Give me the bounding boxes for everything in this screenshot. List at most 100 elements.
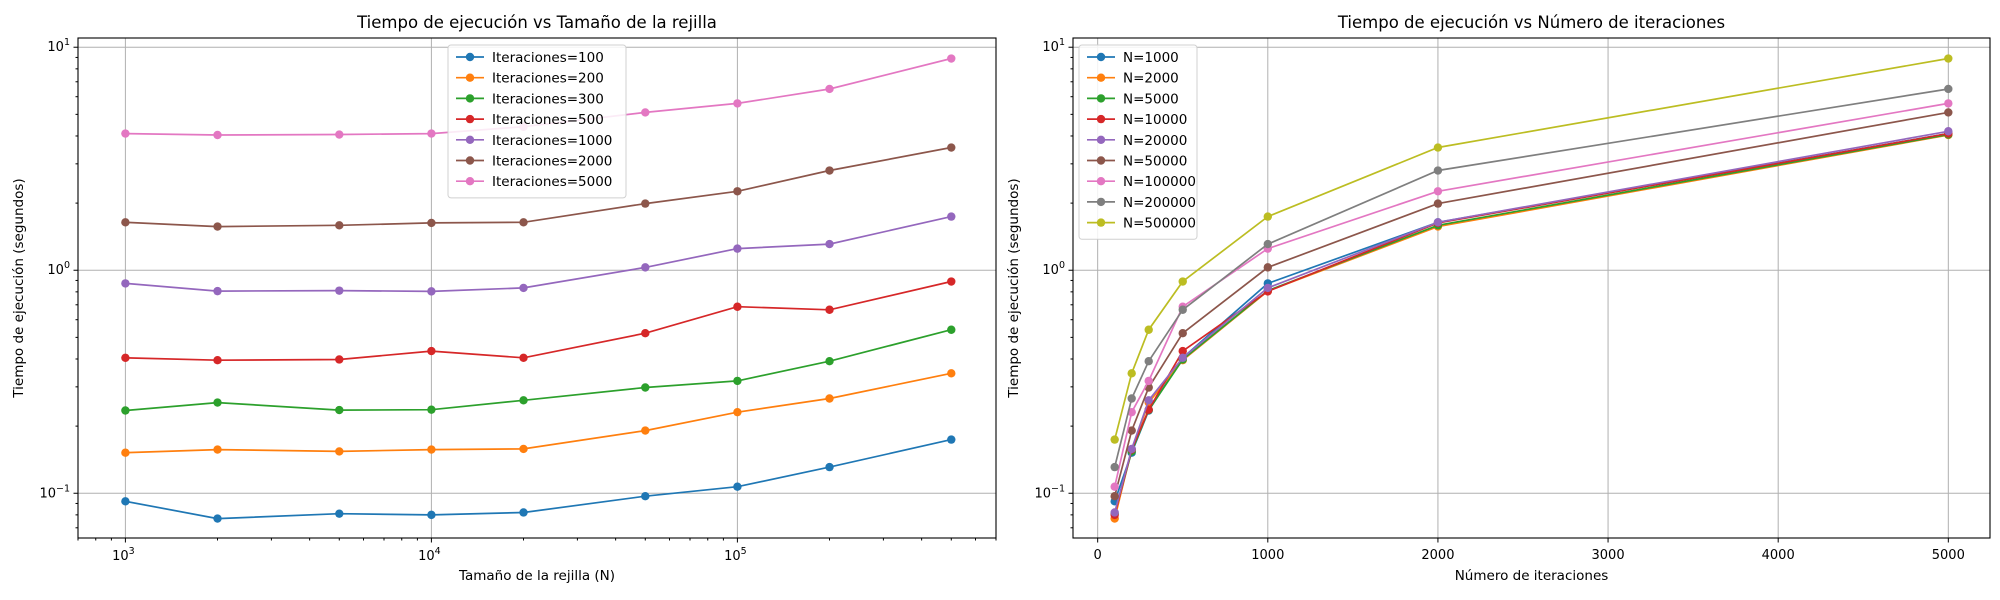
y-tick-label: 101 — [47, 37, 70, 55]
x-tick-label-exp: 5 — [741, 546, 747, 557]
data-point — [1127, 444, 1136, 454]
y-tick-label: 100 — [47, 260, 70, 278]
legend-item: Iteraciones=100 — [456, 50, 604, 66]
data-point — [1433, 199, 1443, 208]
data-point — [121, 279, 130, 288]
legend-swatch-marker — [1096, 156, 1106, 165]
data-point — [1944, 99, 1953, 108]
x-tick-label: 0 — [1094, 548, 1102, 563]
legend-swatch-marker — [1096, 197, 1106, 207]
data-point — [1178, 346, 1187, 356]
y-axis-label: Tiempo de ejecución (segundos) — [1006, 178, 1022, 398]
data-point — [641, 383, 650, 392]
series-line-5 — [125, 215, 952, 293]
data-point — [213, 514, 222, 523]
legend-label: Iteraciones=100 — [492, 50, 604, 66]
series-line-1 — [125, 438, 952, 520]
data-point — [427, 346, 436, 356]
legend-item: N=1000 — [1087, 50, 1179, 66]
legend-swatch-marker — [1096, 73, 1106, 82]
data-point — [1127, 369, 1136, 378]
legend-item: N=50000 — [1087, 154, 1187, 170]
data-point — [947, 325, 956, 334]
legend-label: N=5000 — [1123, 91, 1179, 107]
y-tick-label-base: 10 — [39, 486, 56, 501]
legend-label: Iteraciones=200 — [492, 71, 604, 87]
legend-swatch-marker — [465, 52, 475, 62]
x-tick-label-base: 10 — [112, 549, 129, 564]
data-point — [213, 398, 222, 407]
series-line-1 — [1113, 132, 1949, 502]
data-point — [427, 218, 436, 228]
series-line-2 — [125, 372, 952, 454]
data-point — [1144, 396, 1153, 405]
data-point — [1944, 127, 1953, 136]
data-point — [427, 445, 436, 454]
y-tick-label: 100 — [1042, 260, 1065, 278]
data-point — [641, 108, 650, 117]
data-point — [1944, 108, 1953, 117]
y-tick-label: 10−1 — [1034, 483, 1065, 501]
series-line-6 — [1113, 111, 1949, 497]
data-point — [1110, 435, 1119, 444]
x-tick-label: 4000 — [1762, 548, 1795, 563]
data-point — [519, 508, 528, 517]
data-point — [1178, 277, 1187, 286]
data-point — [733, 376, 742, 386]
data-point — [213, 445, 222, 454]
x-tick-label-base: 10 — [724, 549, 741, 564]
data-point — [427, 510, 436, 520]
data-point — [1110, 508, 1119, 517]
data-point — [1144, 376, 1153, 386]
legend-swatch-marker — [1096, 177, 1106, 186]
y-tick-label-base: 10 — [1042, 40, 1059, 55]
x-tick-label: 105 — [724, 546, 747, 564]
data-point — [947, 435, 956, 444]
y-tick-label-exp: 0 — [1059, 260, 1065, 271]
data-point — [947, 369, 956, 378]
series-line-4 — [125, 280, 952, 362]
data-point — [947, 277, 956, 286]
series-line-4 — [1113, 132, 1949, 516]
data-point — [335, 447, 344, 456]
x-tick-label: 104 — [418, 546, 441, 564]
legend-swatch-marker — [1096, 52, 1106, 62]
data-point — [733, 187, 742, 196]
data-point — [1263, 263, 1272, 272]
legend-item: N=100000 — [1087, 174, 1196, 190]
data-point — [335, 405, 344, 415]
data-point — [641, 426, 650, 435]
data-point — [335, 355, 344, 364]
data-point — [825, 305, 834, 314]
data-point — [121, 218, 130, 227]
legend-swatch-marker — [1096, 94, 1106, 103]
legend-item: Iteraciones=1000 — [456, 133, 612, 149]
x-tick-label-base: 10 — [418, 549, 435, 564]
legend-item: N=500000 — [1087, 216, 1196, 232]
legend-item: Iteraciones=200 — [456, 71, 604, 87]
legend-item: Iteraciones=300 — [456, 91, 604, 107]
legend-swatch-marker — [1096, 218, 1106, 227]
y-tick-label-base: 10 — [1042, 263, 1059, 278]
data-point — [1263, 239, 1272, 249]
data-point — [1127, 394, 1136, 403]
y-tick-label-exp: 1 — [64, 37, 70, 48]
series-line-7 — [1113, 102, 1949, 487]
data-point — [825, 84, 834, 94]
legend-item: N=5000 — [1087, 91, 1179, 107]
data-point — [335, 286, 344, 295]
legend-item: N=200000 — [1087, 195, 1196, 211]
legend-label: N=200000 — [1123, 195, 1196, 211]
data-point — [1433, 166, 1443, 175]
data-point — [1144, 356, 1153, 366]
data-point — [641, 263, 650, 272]
data-point — [1127, 426, 1136, 435]
data-point — [641, 199, 650, 208]
legend-item: N=20000 — [1087, 133, 1187, 149]
x-axis-label: Número de iteraciones — [1455, 568, 1609, 584]
data-point — [121, 129, 130, 138]
y-tick-label-exp: −1 — [56, 483, 70, 494]
data-point — [733, 302, 742, 311]
